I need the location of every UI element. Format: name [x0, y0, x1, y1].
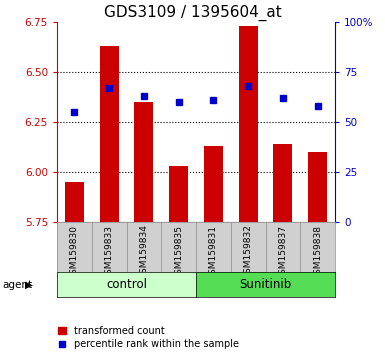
Text: Sunitinib: Sunitinib — [239, 278, 291, 291]
Text: GSM159834: GSM159834 — [139, 224, 148, 279]
Text: GDS3109 / 1395604_at: GDS3109 / 1395604_at — [104, 5, 281, 21]
Bar — [100, 46, 119, 222]
Bar — [204, 146, 223, 222]
Text: GSM159833: GSM159833 — [105, 224, 114, 280]
Bar — [134, 102, 154, 222]
Text: GSM159838: GSM159838 — [313, 224, 322, 280]
Text: agent: agent — [2, 280, 32, 290]
Text: control: control — [106, 278, 147, 291]
Text: GSM159830: GSM159830 — [70, 224, 79, 280]
Bar — [273, 144, 293, 222]
Bar — [239, 26, 258, 222]
Text: GSM159832: GSM159832 — [244, 224, 253, 279]
Bar — [308, 152, 327, 222]
Bar — [65, 182, 84, 222]
Text: GSM159835: GSM159835 — [174, 224, 183, 280]
Text: GSM159831: GSM159831 — [209, 224, 218, 280]
Legend: transformed count, percentile rank within the sample: transformed count, percentile rank withi… — [58, 326, 239, 349]
Bar — [169, 166, 188, 222]
Text: GSM159837: GSM159837 — [278, 224, 287, 280]
Text: ▶: ▶ — [25, 280, 33, 290]
